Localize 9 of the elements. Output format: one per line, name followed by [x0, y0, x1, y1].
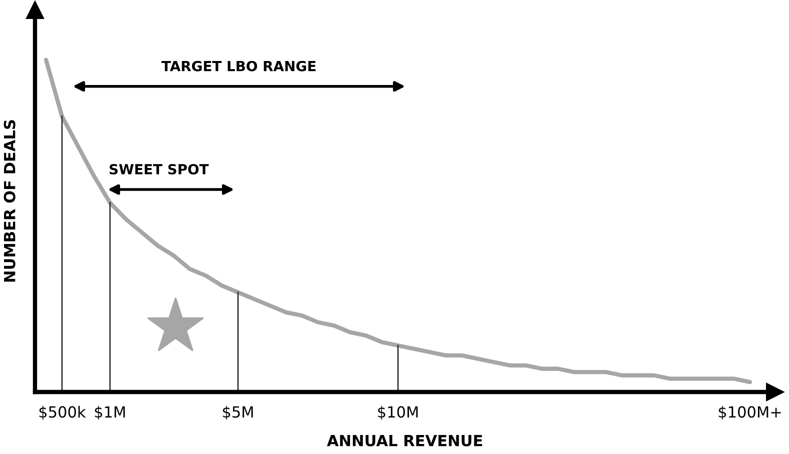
y-axis-title: NUMBER OF DEALS [4, 120, 16, 282]
x-tick-label: $500k [39, 406, 86, 420]
x-tick-label: $5M [222, 406, 253, 420]
annotation: TARGET LBO RANGE [162, 60, 316, 72]
x-tick-label: $1M [94, 406, 125, 420]
annotation: SWEET SPOT [110, 164, 209, 174]
x-tick-label: $100M+ [718, 406, 781, 420]
x-axis-title: ANNUAL REVENUE [326, 435, 482, 446]
x-tick-label: $10M [378, 406, 418, 420]
